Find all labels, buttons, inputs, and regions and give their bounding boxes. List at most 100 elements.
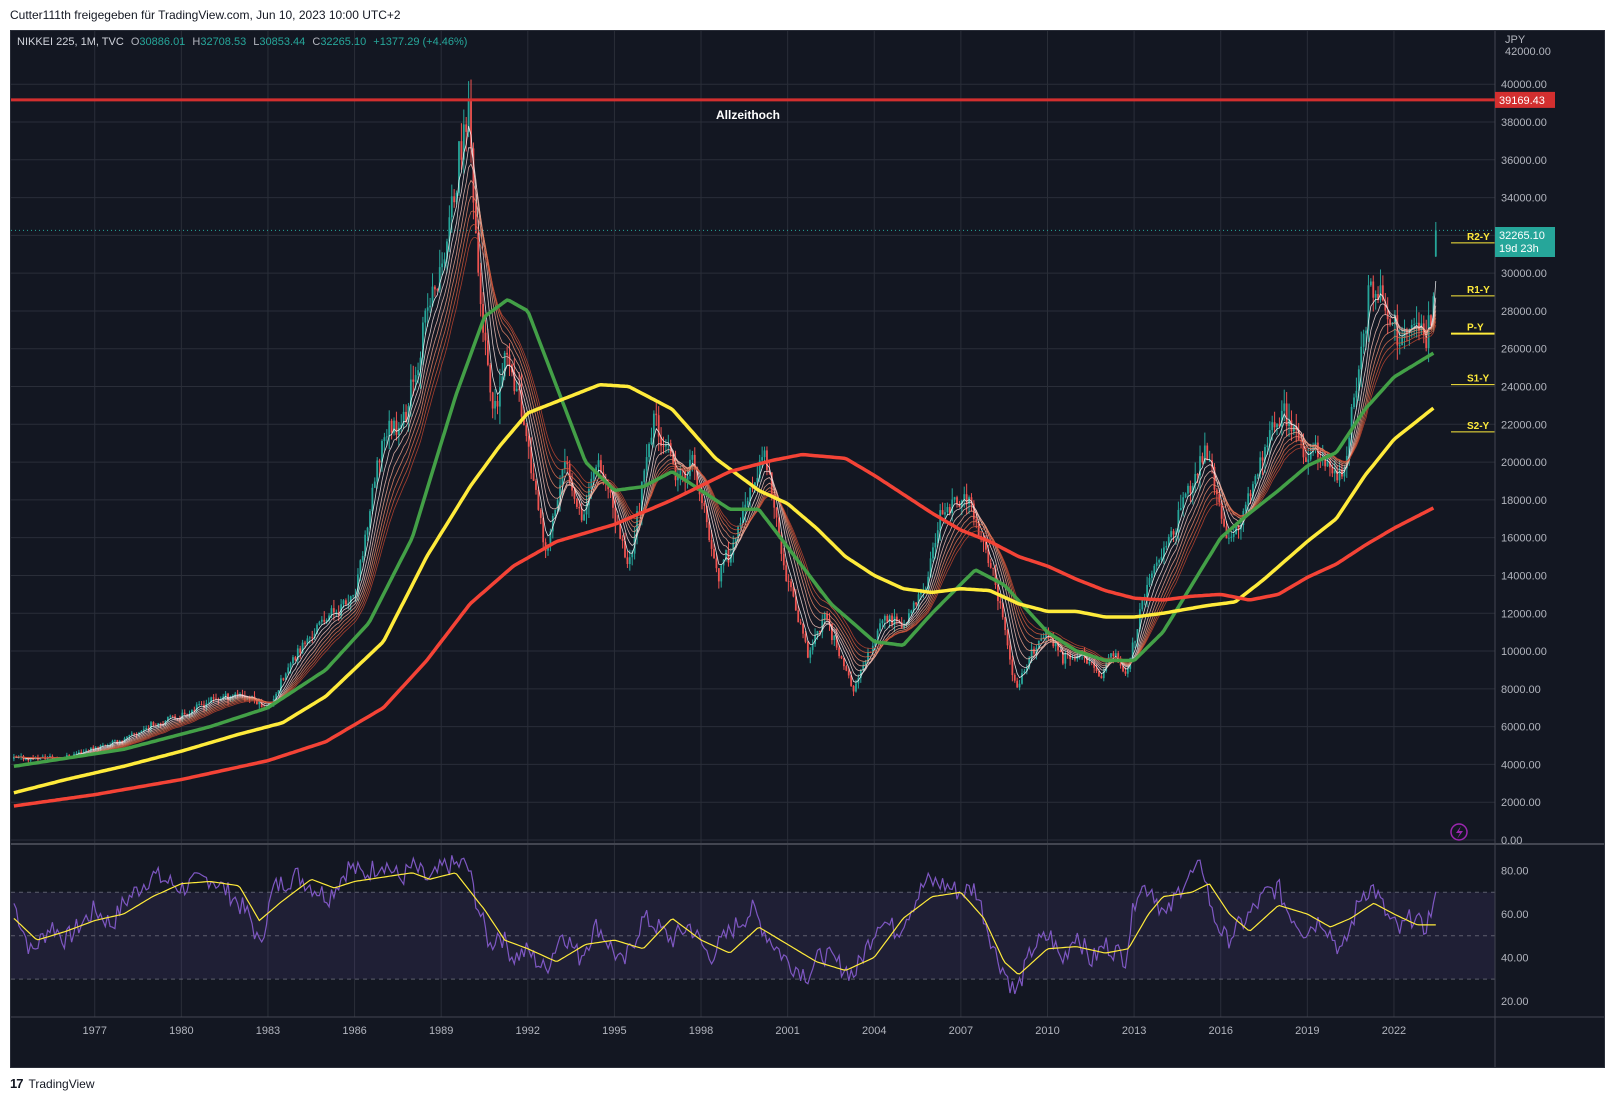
candle-body	[855, 683, 857, 692]
candle-body	[1434, 230, 1437, 257]
candle	[318, 620, 321, 626]
candle	[785, 560, 788, 582]
candle-body	[224, 693, 227, 697]
candle	[1114, 649, 1117, 660]
pivot-label: S2-Y	[1467, 421, 1490, 432]
candle	[756, 465, 759, 487]
candle-body	[304, 642, 306, 644]
candle	[1025, 664, 1028, 675]
candle	[758, 454, 761, 482]
candle-body	[87, 750, 90, 752]
candle-body	[1023, 671, 1026, 674]
candle-body	[968, 497, 970, 504]
candle-body	[284, 673, 287, 680]
candle	[686, 468, 689, 489]
chart-panel[interactable]: R2-Y R1-Y P-Y S1-Y S2-Y 0.00 2000.00 4000.00 60…	[10, 30, 1605, 1068]
candle	[489, 362, 492, 402]
candle-body	[614, 507, 617, 523]
candle	[332, 599, 335, 621]
candle-body	[814, 635, 816, 644]
candle-body	[1213, 467, 1216, 490]
candle	[472, 142, 475, 220]
candle-body	[1415, 322, 1418, 325]
candle	[1136, 629, 1139, 648]
candle-body	[515, 388, 518, 392]
candle-body	[1018, 683, 1021, 688]
candle-body	[311, 637, 314, 639]
candle	[373, 477, 376, 489]
candle-body	[236, 693, 239, 695]
candle-body	[621, 538, 624, 541]
candle-body	[183, 712, 186, 715]
candle-body	[434, 286, 436, 290]
footer: 17 TradingView	[10, 1076, 95, 1091]
candle	[1023, 668, 1026, 674]
candle-body	[1297, 429, 1300, 440]
candle-body	[852, 685, 855, 692]
candle-body	[970, 497, 973, 504]
candle-body	[862, 665, 865, 671]
candle-body	[1326, 461, 1329, 467]
candle-body	[328, 615, 330, 621]
chart-canvas[interactable]: R2-Y R1-Y P-Y S1-Y S2-Y 0.00 2000.00 4000.00 60…	[11, 31, 1604, 1067]
candle-body	[1264, 447, 1266, 461]
candle-body	[585, 505, 588, 515]
candle	[1040, 633, 1043, 642]
candle-body	[1114, 653, 1117, 657]
candle	[126, 736, 128, 741]
candle-body	[147, 727, 150, 730]
candle	[345, 598, 347, 606]
candle-body	[299, 648, 302, 653]
candle-body	[1273, 422, 1276, 428]
candle-body	[845, 666, 848, 671]
candle-body	[888, 615, 891, 622]
candle	[936, 522, 939, 547]
candle	[1191, 482, 1194, 505]
candle-body	[917, 594, 920, 605]
candle	[655, 402, 658, 426]
candle	[323, 611, 326, 625]
footer-brand[interactable]: TradingView	[28, 1076, 95, 1091]
candle-body	[1410, 325, 1413, 331]
candle	[1148, 573, 1151, 588]
candle-body	[662, 445, 665, 447]
candle-body	[1413, 324, 1416, 326]
candle	[1314, 435, 1317, 454]
candle-body	[275, 693, 278, 700]
candle-body	[1348, 437, 1351, 456]
candle-body	[282, 678, 285, 680]
candle	[782, 547, 785, 570]
candle	[491, 391, 494, 419]
candle	[183, 709, 186, 715]
candle-body	[1292, 426, 1295, 432]
candle	[614, 497, 617, 534]
candle-body	[395, 420, 398, 435]
candle	[1292, 423, 1295, 435]
alert-icon[interactable]	[1450, 823, 1468, 841]
candle	[838, 644, 841, 659]
candle-body	[25, 758, 27, 760]
candle	[1199, 445, 1201, 491]
candle	[881, 619, 884, 628]
candle	[506, 346, 509, 366]
candle	[590, 471, 593, 499]
candle-body	[1040, 638, 1043, 641]
candle-body	[1146, 584, 1148, 597]
candle	[1379, 269, 1382, 303]
candle-body	[448, 217, 451, 242]
candle-body	[1389, 319, 1391, 324]
candle	[1069, 650, 1072, 666]
candle-body	[1013, 675, 1016, 681]
candle-body	[142, 729, 145, 732]
candle-body	[847, 670, 850, 676]
candle	[1011, 655, 1014, 682]
candle	[371, 483, 374, 515]
candle-body	[597, 460, 600, 468]
pivot-label: S1-Y	[1467, 374, 1490, 385]
candle-body	[686, 476, 689, 482]
candle-body	[484, 332, 487, 341]
candle-body	[773, 494, 776, 508]
candle-body	[640, 481, 643, 513]
candle-body	[720, 565, 723, 582]
candle-body	[1001, 603, 1004, 618]
